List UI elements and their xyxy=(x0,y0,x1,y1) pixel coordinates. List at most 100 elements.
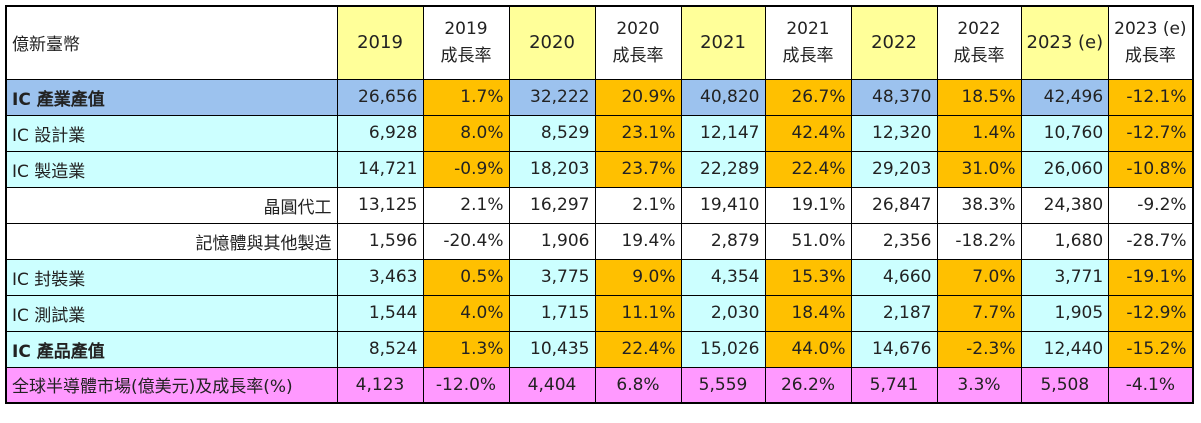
value-cell: 2,356 xyxy=(850,222,938,260)
row-label: IC 測試業 xyxy=(5,294,338,332)
row-label: 記憶體與其他製造 xyxy=(5,222,338,260)
value-cell: 12,440 xyxy=(1020,330,1110,368)
value-cell: 1,906 xyxy=(508,222,596,260)
value-cell: 1,715 xyxy=(508,294,596,332)
col-header-2021: 2021 xyxy=(680,5,766,80)
value-cell: 4,404 xyxy=(508,366,596,404)
growth-rate-cell: 3.3% xyxy=(936,366,1022,404)
row-label: 全球半導體市場(億美元)及成長率(%) xyxy=(5,366,338,404)
growth-rate-cell: 42.4% xyxy=(764,114,852,152)
growth-rate-cell: 1.3% xyxy=(422,330,510,368)
growth-rate-cell: 6.8% xyxy=(594,366,682,404)
table-row: IC 測試業 1,544 4.0% 1,715 11.1% 2,030 18.4% 2,187… xyxy=(5,294,1194,332)
growth-rate-cell: 23.1% xyxy=(594,114,682,152)
header-row: 億新臺幣 2019 2019 成長率 2020 2020 成長率 2021 2021… xyxy=(5,5,1194,80)
value-cell: 2,879 xyxy=(680,222,766,260)
value-cell: 4,354 xyxy=(680,258,766,296)
growth-rate-cell: 19.1% xyxy=(764,186,852,224)
col-header-2020: 2020 xyxy=(508,5,596,80)
row-label: IC 封裝業 xyxy=(5,258,338,296)
value-cell: 10,760 xyxy=(1020,114,1110,152)
growth-rate-cell: -9.2% xyxy=(1108,186,1194,224)
growth-rate-cell: -2.3% xyxy=(936,330,1022,368)
growth-rate-cell: 1.7% xyxy=(422,78,510,116)
ic-industry-table: 億新臺幣 2019 2019 成長率 2020 2020 成長率 2021 2021… xyxy=(5,5,1194,404)
value-cell: 16,297 xyxy=(508,186,596,224)
growth-rate-cell: 9.0% xyxy=(594,258,682,296)
value-cell: 19,410 xyxy=(680,186,766,224)
value-cell: 22,289 xyxy=(680,150,766,188)
row-label: 晶圓代工 xyxy=(5,186,338,224)
value-cell: 32,222 xyxy=(508,78,596,116)
value-cell: 40,820 xyxy=(680,78,766,116)
growth-rate-cell: 22.4% xyxy=(594,330,682,368)
growth-rate-cell: -20.4% xyxy=(422,222,510,260)
col-header-2020-growth: 2020 成長率 xyxy=(594,5,682,80)
col-header-2022-growth: 2022 成長率 xyxy=(936,5,1022,80)
growth-rate-cell: -18.2% xyxy=(936,222,1022,260)
col-header-2023e: 2023 (e) xyxy=(1020,5,1110,80)
growth-rate-cell: 23.7% xyxy=(594,150,682,188)
table-row: IC 設計業 6,928 8.0% 8,529 23.1% 12,147 42.4% 12,3… xyxy=(5,114,1194,152)
value-cell: 3,775 xyxy=(508,258,596,296)
value-cell: 15,026 xyxy=(680,330,766,368)
value-cell: 3,771 xyxy=(1020,258,1110,296)
growth-rate-cell: -0.9% xyxy=(422,150,510,188)
growth-rate-cell: 4.0% xyxy=(422,294,510,332)
value-cell: 26,656 xyxy=(336,78,424,116)
table-row: IC 產業產值 26,656 1.7% 32,222 20.9% 40,820 26.7% 4… xyxy=(5,78,1194,116)
growth-rate-cell: 31.0% xyxy=(936,150,1022,188)
col-header-2021-growth: 2021 成長率 xyxy=(764,5,852,80)
value-cell: 5,559 xyxy=(680,366,766,404)
value-cell: 24,380 xyxy=(1020,186,1110,224)
growth-rate-cell: -4.1% xyxy=(1108,366,1194,404)
table-row: 全球半導體市場(億美元)及成長率(%) 4,123 -12.0% 4,404 6.8% 5… xyxy=(5,366,1194,404)
growth-rate-cell: 18.4% xyxy=(764,294,852,332)
value-cell: 1,596 xyxy=(336,222,424,260)
value-cell: 10,435 xyxy=(508,330,596,368)
col-header-2019: 2019 xyxy=(336,5,424,80)
col-header-2023e-growth: 2023 (e) 成長率 xyxy=(1108,5,1194,80)
col-header-2022: 2022 xyxy=(850,5,938,80)
growth-rate-cell: 26.7% xyxy=(764,78,852,116)
growth-rate-cell: 2.1% xyxy=(422,186,510,224)
growth-rate-cell: 38.3% xyxy=(936,186,1022,224)
value-cell: 13,125 xyxy=(336,186,424,224)
value-cell: 1,680 xyxy=(1020,222,1110,260)
value-cell: 8,529 xyxy=(508,114,596,152)
growth-rate-cell: 19.4% xyxy=(594,222,682,260)
growth-rate-cell: -15.2% xyxy=(1108,330,1194,368)
growth-rate-cell: 7.0% xyxy=(936,258,1022,296)
value-cell: 1,905 xyxy=(1020,294,1110,332)
value-cell: 12,147 xyxy=(680,114,766,152)
value-cell: 12,320 xyxy=(850,114,938,152)
growth-rate-cell: 1.4% xyxy=(936,114,1022,152)
row-label: IC 製造業 xyxy=(5,150,338,188)
table-row: IC 製造業 14,721 -0.9% 18,203 23.7% 22,289 22.4% 2… xyxy=(5,150,1194,188)
value-cell: 3,463 xyxy=(336,258,424,296)
table-row: 記憶體與其他製造 1,596 -20.4% 1,906 19.4% 2,879 51.0% 2… xyxy=(5,222,1194,260)
growth-rate-cell: -12.7% xyxy=(1108,114,1194,152)
growth-rate-cell: 20.9% xyxy=(594,78,682,116)
value-cell: 6,928 xyxy=(336,114,424,152)
table-row: IC 產品產值 8,524 1.3% 10,435 22.4% 15,026 44.0% 14… xyxy=(5,330,1194,368)
growth-rate-cell: 15.3% xyxy=(764,258,852,296)
growth-rate-cell: -12.9% xyxy=(1108,294,1194,332)
value-cell: 26,060 xyxy=(1020,150,1110,188)
row-label: IC 設計業 xyxy=(5,114,338,152)
growth-rate-cell: -19.1% xyxy=(1108,258,1194,296)
growth-rate-cell: 18.5% xyxy=(936,78,1022,116)
growth-rate-cell: -28.7% xyxy=(1108,222,1194,260)
unit-label: 億新臺幣 xyxy=(5,5,338,80)
value-cell: 2,030 xyxy=(680,294,766,332)
value-cell: 4,660 xyxy=(850,258,938,296)
growth-rate-cell: 11.1% xyxy=(594,294,682,332)
value-cell: 48,370 xyxy=(850,78,938,116)
growth-rate-cell: 2.1% xyxy=(594,186,682,224)
value-cell: 2,187 xyxy=(850,294,938,332)
growth-rate-cell: 0.5% xyxy=(422,258,510,296)
col-header-2019-growth: 2019 成長率 xyxy=(422,5,510,80)
value-cell: 42,496 xyxy=(1020,78,1110,116)
value-cell: 4,123 xyxy=(336,366,424,404)
growth-rate-cell: -10.8% xyxy=(1108,150,1194,188)
